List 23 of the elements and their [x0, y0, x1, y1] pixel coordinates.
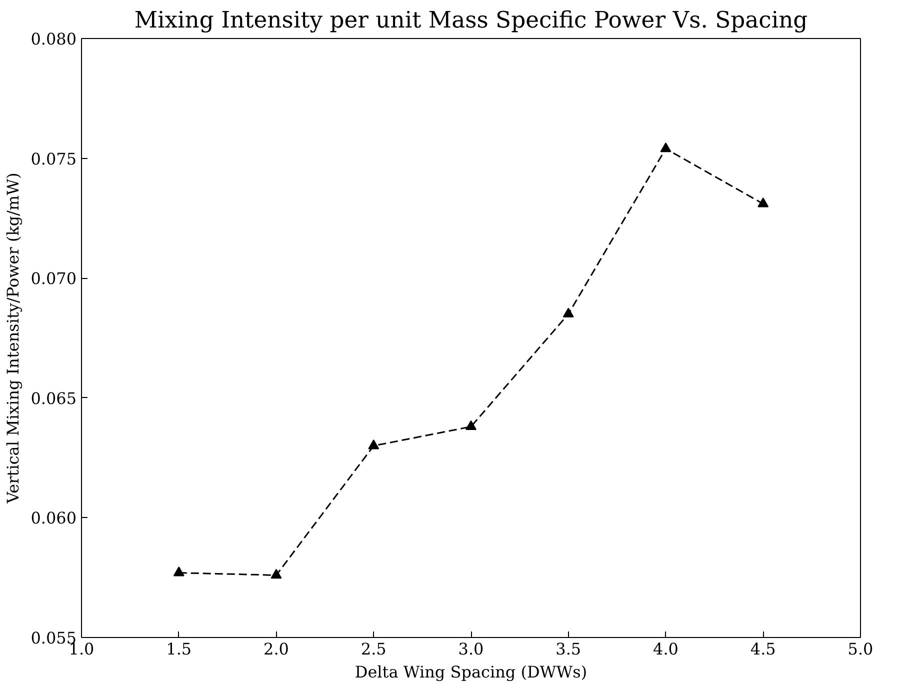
- x-tick-label: 3.0: [458, 640, 484, 658]
- y-tick-label: 0.075: [30, 149, 77, 168]
- x-tick-label: 4.0: [653, 640, 678, 658]
- x-tick-label: 4.5: [750, 640, 776, 658]
- point: [173, 566, 184, 576]
- point: [466, 420, 476, 430]
- x-tick-label: 2.0: [264, 640, 289, 658]
- point: [660, 142, 672, 152]
- y-axis-title: Vertical Mixing Intensity/Power (kg/mW): [4, 172, 23, 504]
- y-tick-label: 0.060: [30, 508, 77, 528]
- y-tick-label: 0.080: [30, 30, 77, 48]
- x-tick-label: 5.0: [848, 640, 874, 658]
- x-axis-title: Delta Wing Spacing (DWWs): [354, 662, 588, 682]
- chart-title: Mixing Intensity per unit Mass Specific Power Vs. Spacing: [134, 8, 808, 34]
- y-tick-label: 0.070: [30, 269, 77, 288]
- x-tick-label: 3.5: [556, 640, 582, 658]
- point: [758, 198, 769, 208]
- x-tick-label: 1.5: [166, 640, 192, 658]
- point: [368, 440, 380, 450]
- point: [270, 568, 282, 579]
- y-tick-label: 0.065: [30, 388, 77, 408]
- point: [562, 308, 574, 318]
- x-tick-label: 2.5: [360, 640, 386, 658]
